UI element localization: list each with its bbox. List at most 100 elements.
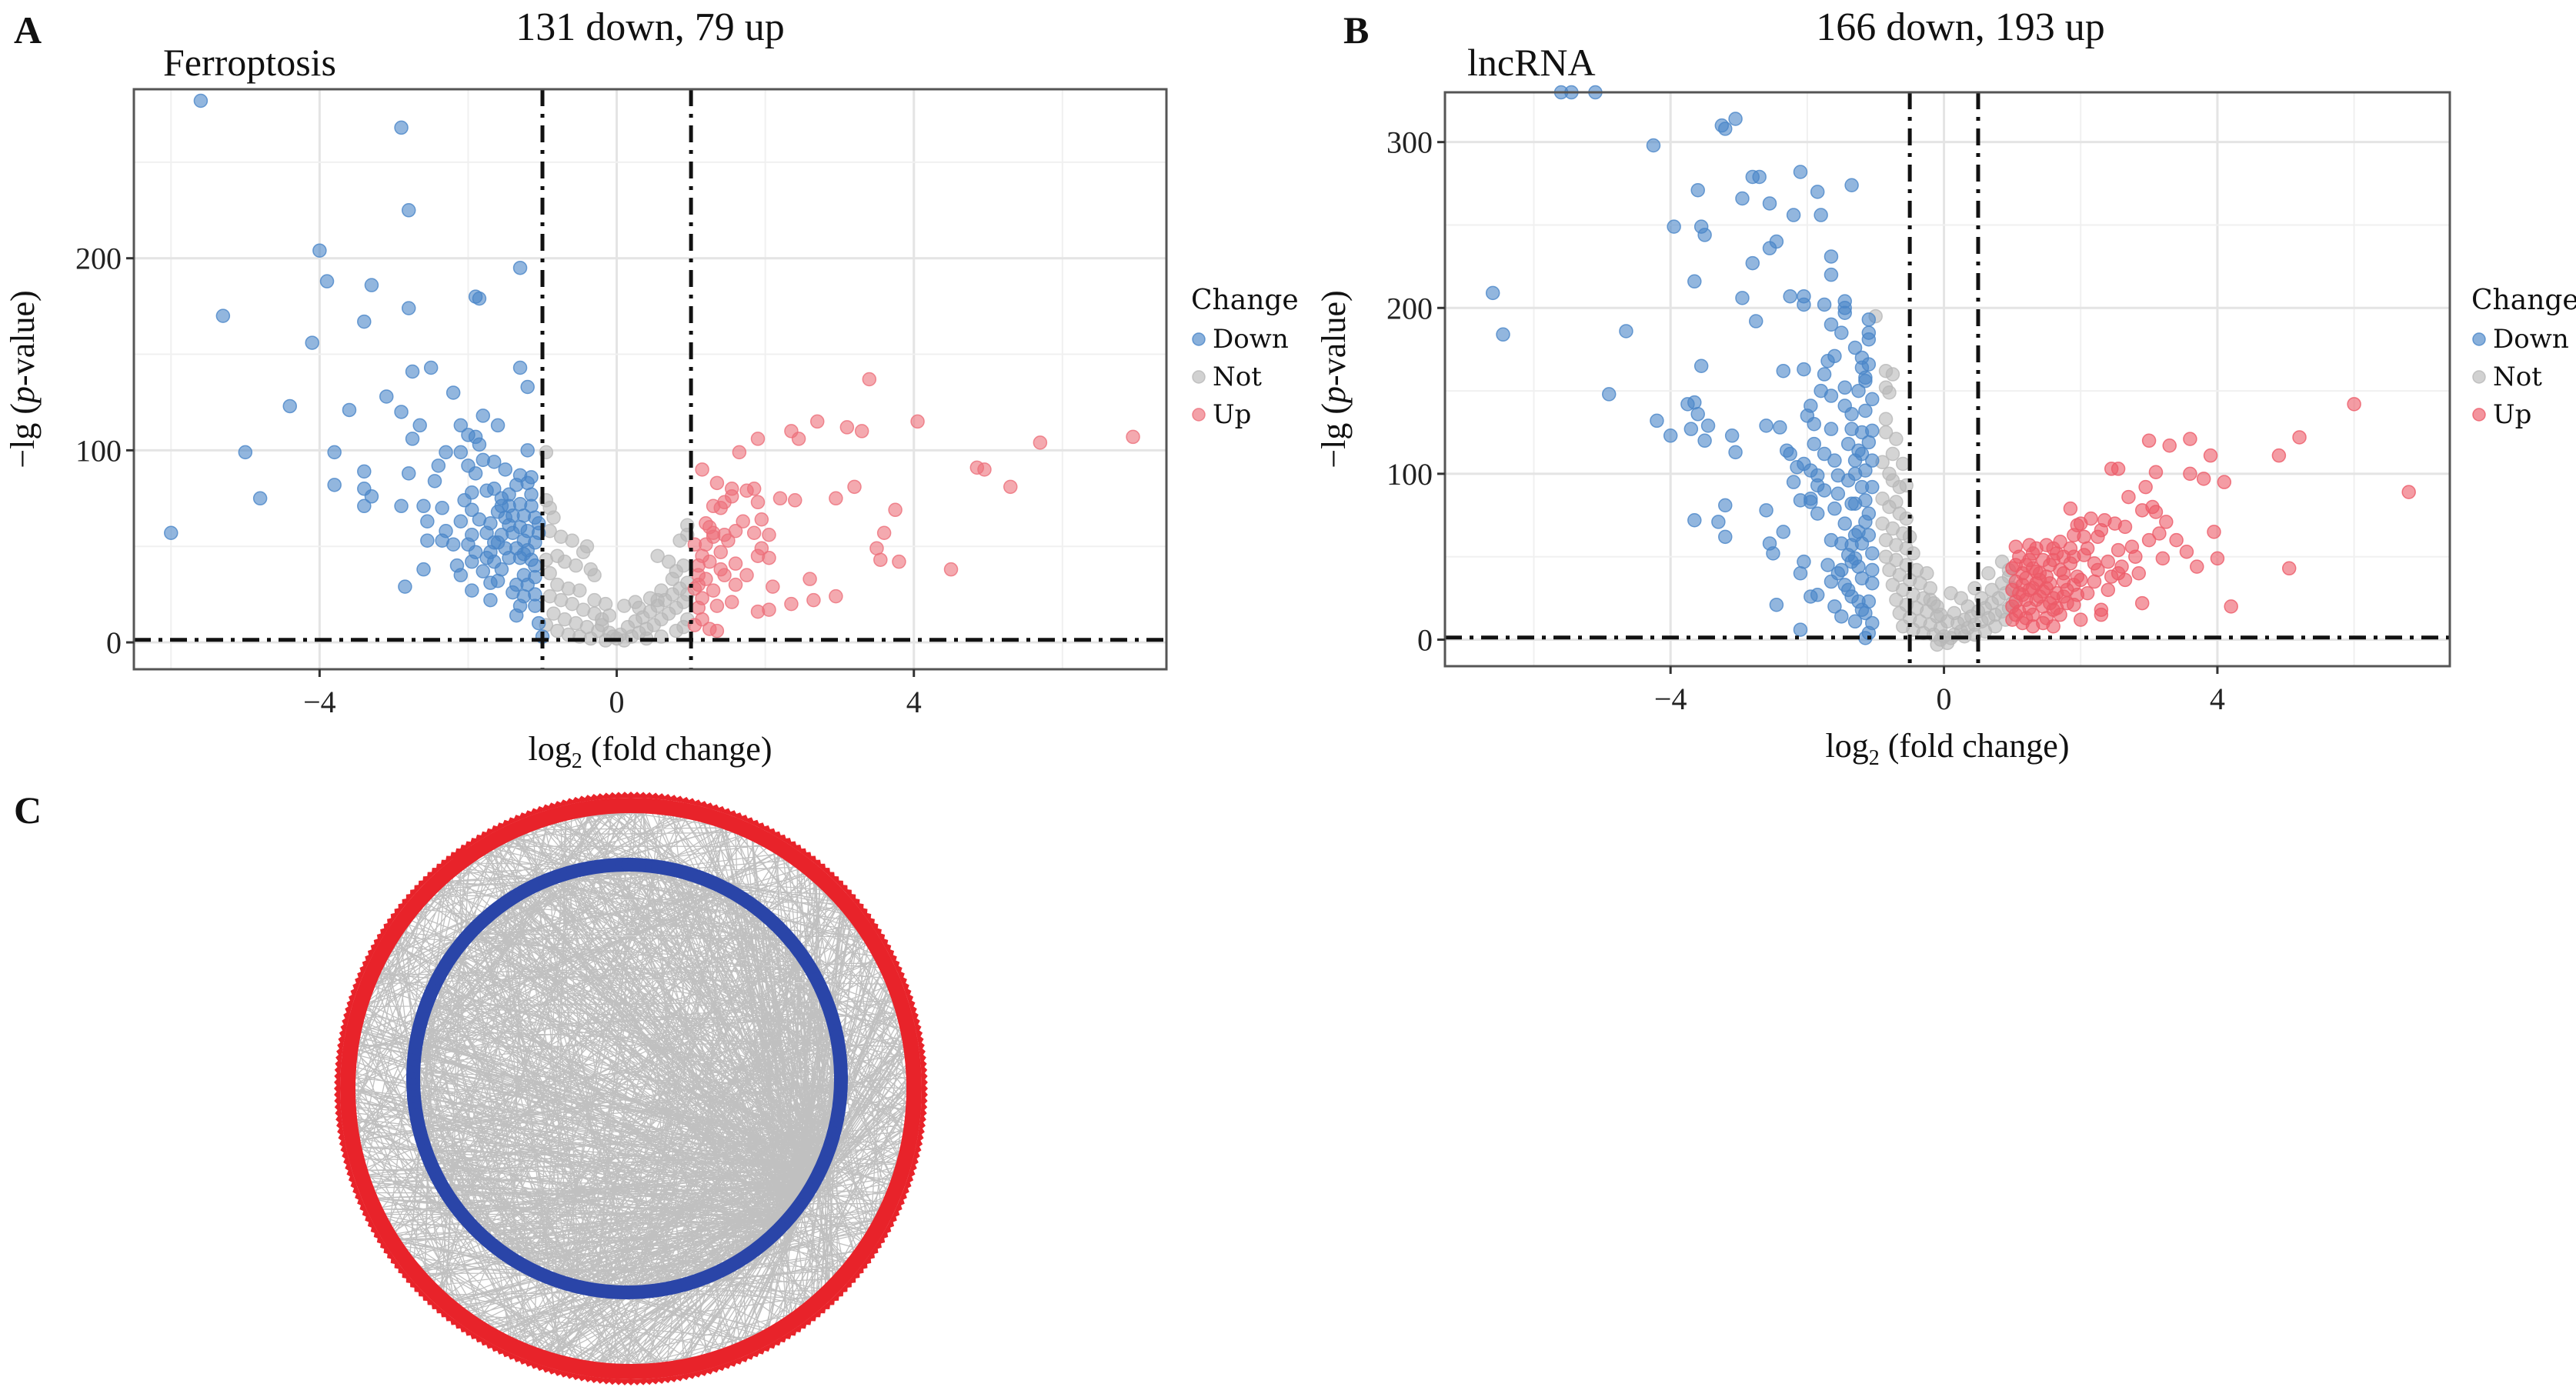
- data-point-down: [1830, 486, 1846, 502]
- data-point-up: [2134, 595, 2150, 611]
- data-point-down: [342, 402, 357, 418]
- data-point-down: [1834, 609, 1849, 624]
- legend-key-not: [1192, 370, 1206, 384]
- data-point-up: [854, 424, 869, 438]
- outer-ring-node: [529, 808, 542, 816]
- data-point-down: [1601, 387, 1617, 402]
- panel-b-y-axis-label: −lg (p-value): [1315, 290, 1353, 468]
- data-point-up: [2046, 619, 2060, 634]
- data-point-down: [1735, 291, 1750, 305]
- data-point-not: [1906, 546, 1920, 561]
- outer-ring-node: [522, 810, 536, 819]
- legend-key-up: [1192, 408, 1206, 422]
- data-point-down: [1690, 182, 1705, 198]
- data-point-down: [1748, 314, 1763, 328]
- data-point-down: [490, 505, 506, 519]
- data-point-down: [1650, 413, 1664, 428]
- legend-label-up: Up: [2493, 399, 2531, 430]
- legend-label-not: Not: [2493, 362, 2542, 392]
- panel-b-points: [1485, 85, 2416, 652]
- data-point-up: [2087, 556, 2102, 571]
- data-point-down: [1844, 407, 1859, 422]
- data-point-down: [252, 491, 268, 506]
- outer-ring-node: [838, 1282, 848, 1293]
- panel-label-b: B: [1343, 8, 1369, 52]
- data-point-down: [1793, 165, 1808, 179]
- data-point-up: [2179, 544, 2194, 559]
- data-point-down: [1786, 208, 1801, 222]
- legend-label-up: Up: [1213, 399, 1251, 430]
- data-point-up: [713, 545, 728, 559]
- data-point-down: [435, 501, 449, 515]
- data-point-up: [788, 493, 802, 508]
- data-point-up: [2056, 566, 2071, 581]
- data-point-up: [709, 623, 725, 638]
- outer-ring-node: [546, 802, 560, 811]
- data-point-up: [2070, 569, 2085, 584]
- data-point-not: [1885, 446, 1900, 462]
- data-point-down: [1817, 446, 1832, 462]
- data-point-not: [1878, 425, 1894, 440]
- data-point-down: [483, 592, 498, 608]
- data-point-down: [498, 462, 512, 477]
- data-point-up: [2039, 581, 2054, 595]
- data-point-not: [569, 558, 583, 573]
- data-point-up: [746, 525, 762, 540]
- data-point-down: [506, 508, 520, 523]
- data-point-up: [784, 596, 799, 612]
- x-tick-label: 4: [906, 685, 922, 719]
- data-point-up: [2025, 607, 2040, 622]
- data-point-down: [1847, 614, 1863, 629]
- outer-ring-node: [901, 980, 909, 994]
- data-point-up: [888, 502, 903, 518]
- data-point-down: [1735, 191, 1750, 206]
- panel-a-grid: [134, 89, 1166, 669]
- data-point-not: [1896, 456, 1910, 472]
- data-point-down: [1800, 408, 1815, 423]
- data-point-down: [1807, 436, 1822, 452]
- panel-a-x-axis-label: log2 (fold change): [528, 730, 772, 773]
- data-point-down: [431, 458, 446, 473]
- data-point-not: [676, 558, 691, 573]
- data-point-down: [1837, 305, 1852, 321]
- data-point-up: [2217, 475, 2232, 489]
- outer-ring-node: [343, 1154, 352, 1168]
- data-point-down: [453, 445, 469, 460]
- data-point-down: [394, 120, 409, 135]
- data-point-down: [461, 537, 475, 552]
- data-point-up: [724, 595, 739, 609]
- data-point-down: [468, 466, 483, 481]
- inner-ring-node: [834, 1066, 847, 1079]
- legend-label-down: Down: [1213, 324, 1289, 355]
- data-point-not: [1981, 566, 1996, 581]
- outer-ring-node: [414, 884, 424, 895]
- data-point-down: [1827, 453, 1842, 468]
- data-point-up: [2101, 582, 2116, 598]
- data-point-up: [2063, 501, 2078, 516]
- data-point-down: [405, 364, 420, 379]
- data-point-down: [1485, 285, 1500, 301]
- data-point-down: [472, 437, 487, 452]
- data-point-up: [2094, 522, 2109, 538]
- outer-ring-node: [909, 1003, 917, 1018]
- data-point-down: [1700, 418, 1716, 433]
- data-point-down: [520, 379, 535, 395]
- panel-a: A 131 down, 79 up Ferroptosis −4 0 4 0 100 20…: [4, 5, 1299, 773]
- panel-b-thresholds: [1445, 92, 2450, 666]
- data-point-up: [709, 598, 725, 613]
- data-point-down: [509, 608, 524, 623]
- data-point-up: [2005, 612, 2020, 627]
- data-point-down: [1844, 178, 1859, 192]
- data-point-up: [2067, 549, 2081, 564]
- data-point-down: [420, 533, 435, 548]
- data-point-up: [829, 588, 843, 604]
- data-point-down: [1851, 559, 1866, 574]
- data-point-down: [1861, 332, 1877, 347]
- data-point-down: [1861, 312, 1877, 327]
- outer-ring-node: [534, 805, 548, 815]
- data-point-up: [2271, 448, 2287, 463]
- data-point-down: [1820, 558, 1835, 572]
- y-tick-label: 200: [1386, 291, 1433, 325]
- data-point-down: [1776, 363, 1791, 378]
